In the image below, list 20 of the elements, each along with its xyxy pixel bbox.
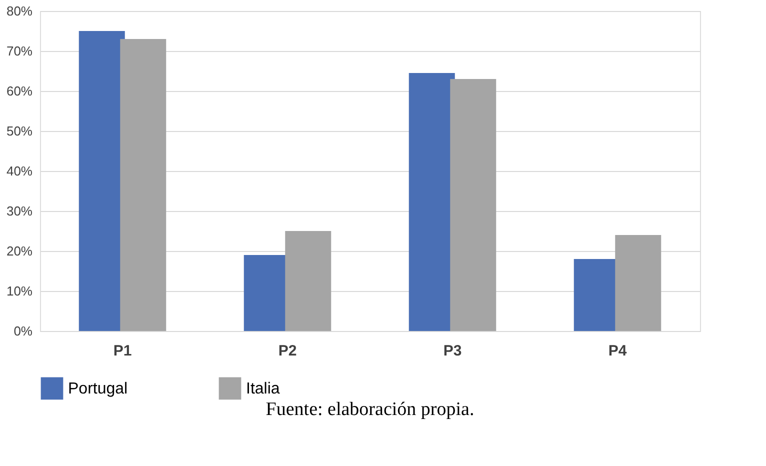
x-tick-label: P1 <box>113 342 132 360</box>
bar <box>120 39 166 331</box>
x-tick-label: P4 <box>608 342 628 360</box>
x-tick-label: P2 <box>278 342 297 360</box>
y-tick-label: 80% <box>6 4 33 18</box>
y-tick-label: 30% <box>6 204 33 218</box>
y-tick-label: 20% <box>6 244 33 258</box>
y-tick-label: 40% <box>6 164 33 178</box>
y-tick-label: 10% <box>6 284 33 298</box>
x-tick-label: P3 <box>443 342 462 360</box>
source-note: Fuente: elaboración propia. <box>266 399 474 420</box>
bar <box>285 231 332 331</box>
legend-label: Italia <box>246 380 280 398</box>
bar <box>450 79 496 331</box>
y-tick-label: 50% <box>6 124 33 138</box>
y-tick-label: 60% <box>6 84 33 98</box>
y-tick-label: 70% <box>6 44 33 58</box>
y-tick-label: 0% <box>14 324 33 338</box>
legend-label: Portugal <box>68 380 128 398</box>
bar <box>615 235 662 331</box>
